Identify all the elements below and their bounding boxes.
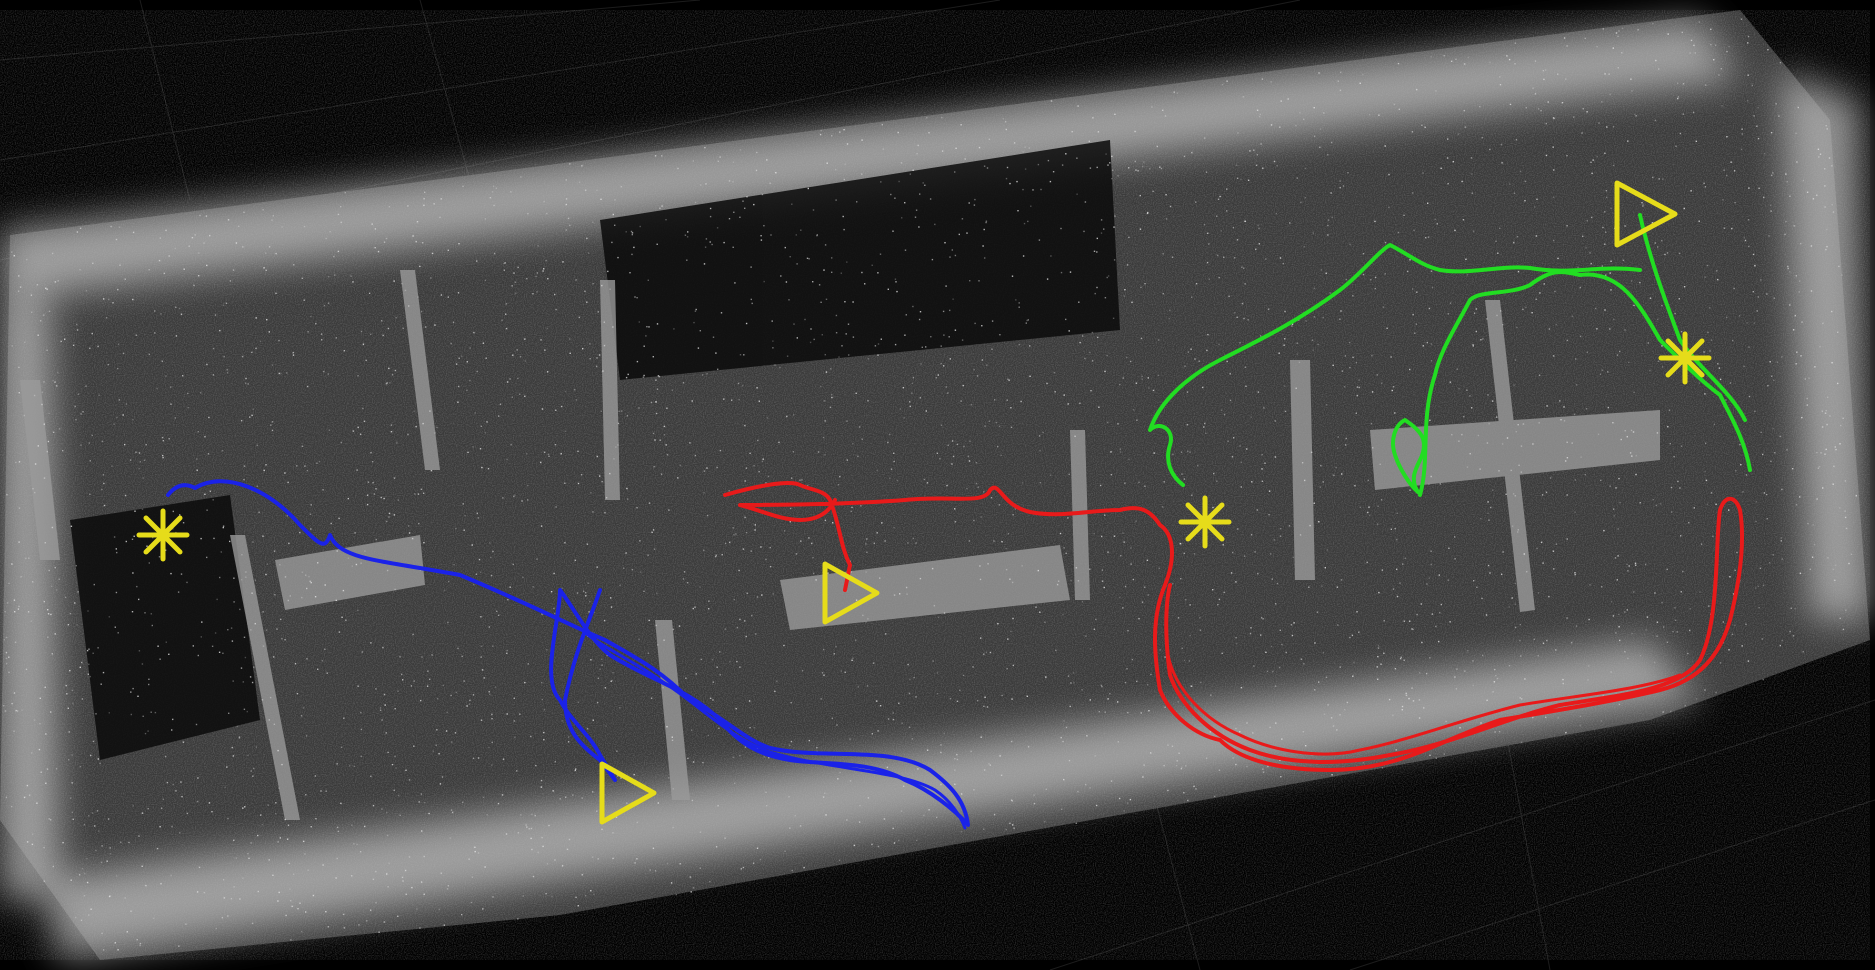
trajectories <box>166 213 1752 830</box>
dark-room-2 <box>600 140 1120 380</box>
pillar-8 <box>1070 430 1090 600</box>
dark-room-3 <box>610 215 740 300</box>
east-wall <box>1780 70 1870 620</box>
point-cloud <box>0 10 1870 960</box>
start-marker-blue[interactable] <box>136 508 190 562</box>
end-marker-red[interactable] <box>822 561 880 625</box>
north-wall <box>0 20 1740 300</box>
trajectory-blue-loop <box>583 630 967 830</box>
start-markers <box>136 331 1712 562</box>
bench-1 <box>275 535 425 610</box>
pillar-1 <box>1485 300 1535 612</box>
point-cloud-speckles <box>3 18 1857 951</box>
trajectory-red <box>723 481 1744 772</box>
pillar-7 <box>655 620 690 800</box>
pillar-4 <box>600 280 620 500</box>
end-markers <box>599 180 1678 825</box>
end-marker-green[interactable] <box>1614 180 1678 248</box>
pillar-5 <box>20 380 60 560</box>
start-marker-green[interactable] <box>1658 331 1712 385</box>
end-marker-blue[interactable] <box>599 761 657 825</box>
dark-room-1 <box>70 495 260 760</box>
pillar-2 <box>1290 360 1315 580</box>
trajectory-green <box>1148 213 1752 497</box>
south-wall <box>40 640 1700 960</box>
start-marker-red[interactable] <box>1178 495 1232 549</box>
trajectory-red-loop <box>1166 653 1682 756</box>
pillar-3 <box>400 270 440 470</box>
pillar-6 <box>230 535 300 820</box>
